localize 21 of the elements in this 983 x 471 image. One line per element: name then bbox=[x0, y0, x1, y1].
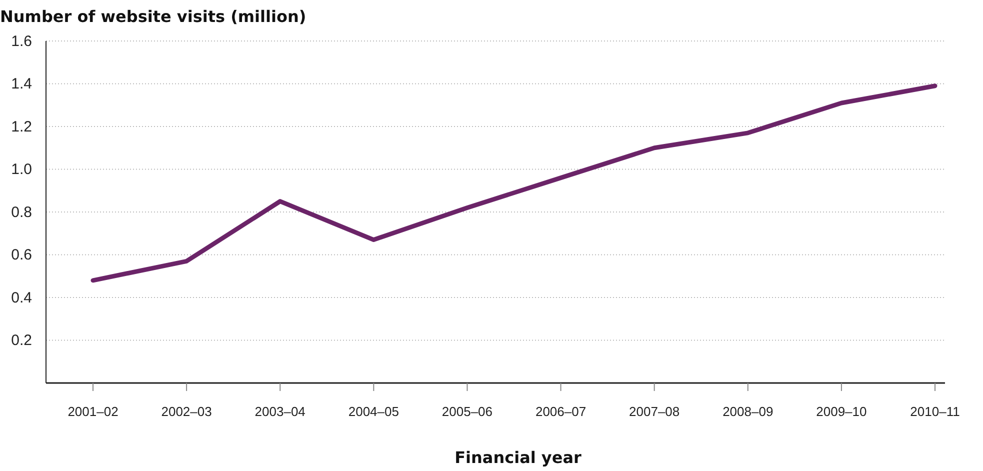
y-tick-label: 0.2 bbox=[11, 332, 32, 350]
x-tick-label: 2001–02 bbox=[68, 404, 118, 420]
y-tick-label: 1.2 bbox=[11, 118, 32, 136]
x-axis-title: Financial year bbox=[454, 448, 582, 467]
x-tick-label: 2008–09 bbox=[722, 404, 774, 420]
y-tick-label: 0.4 bbox=[11, 289, 32, 306]
x-tick-label: 2009–10 bbox=[816, 404, 867, 420]
y-tick-label: 1.4 bbox=[11, 76, 32, 93]
y-tick-label: 0.8 bbox=[11, 204, 32, 221]
x-tick-label: 2007–08 bbox=[629, 404, 680, 420]
x-tick-label: 2006–07 bbox=[535, 404, 586, 420]
x-tick-label: 2005–06 bbox=[442, 404, 493, 420]
x-tick-label: 2002–03 bbox=[161, 404, 212, 420]
y-tick-label: 1.6 bbox=[11, 32, 32, 50]
line-series bbox=[90, 84, 938, 283]
x-tick-label: 2010–11 bbox=[910, 404, 960, 420]
y-tick-label: 1.0 bbox=[11, 161, 32, 178]
y-axis-title: Number of website visits (million) bbox=[0, 7, 306, 26]
x-tick-label: 2004–05 bbox=[348, 404, 399, 420]
x-tick-label: 2003–04 bbox=[254, 404, 306, 420]
y-tick-label: 0.6 bbox=[11, 246, 32, 264]
